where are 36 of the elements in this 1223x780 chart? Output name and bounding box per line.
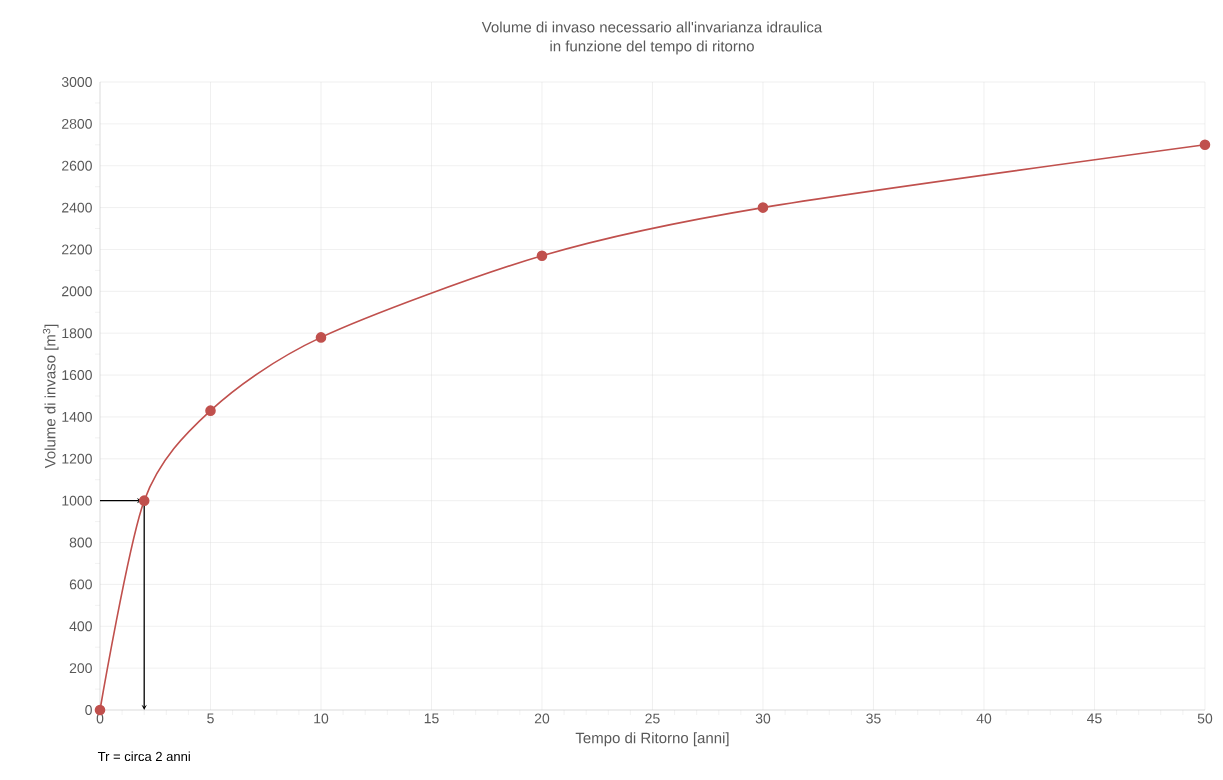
y-tick-label: 3000 (61, 77, 92, 87)
y-tick-label: 0 (85, 705, 92, 715)
y-tick-label: 800 (69, 537, 92, 548)
x-tick-label: 15 (424, 713, 439, 724)
x-tick-label: 10 (314, 713, 329, 724)
chart-title: Volume di invaso necessario all'invarianza idraulica in funzione del tempo di ritorno (481, 21, 823, 55)
y-tick-label: 1800 (62, 328, 92, 339)
point (205, 405, 216, 416)
y-tick-label: 200 (69, 663, 92, 674)
y-axis-title: Volume di invaso [m$^{3}$] (42, 324, 59, 469)
y-tick-label: 2200 (62, 244, 92, 255)
x-tick-label: 45 (1087, 713, 1102, 724)
x-tick-label: 5 (207, 713, 214, 724)
y-tick-label: 400 (69, 621, 92, 632)
point (315, 332, 327, 343)
x-tick-label: 20 (534, 713, 550, 724)
y-tick-label: 2600 (62, 160, 92, 171)
y-tick-label: 2400 (62, 202, 92, 213)
text: Tr = circa 2 anni (97, 751, 190, 762)
point (138, 495, 150, 506)
point (757, 202, 769, 213)
point (536, 250, 548, 262)
y-tick-label: 2800 (62, 118, 92, 129)
x-tick-label: 25 (645, 713, 660, 724)
y-tick-label: 1000 (62, 495, 92, 506)
x-axis-title: Tempo di Ritorno [anni] (575, 732, 729, 747)
x-tick-label: 35 (866, 713, 881, 724)
y-tick-label: 600 (69, 579, 92, 590)
x-tick-label: 50 (1197, 713, 1213, 724)
y-tick-label: 2000 (62, 286, 92, 297)
x-tick-label: 40 (976, 713, 992, 724)
y-tick-label: 1200 (62, 453, 92, 464)
point (1199, 139, 1211, 151)
y-tick-label: 1600 (62, 370, 92, 381)
y-tick-label: 1400 (62, 411, 92, 422)
x-tick-label: 30 (755, 713, 771, 724)
